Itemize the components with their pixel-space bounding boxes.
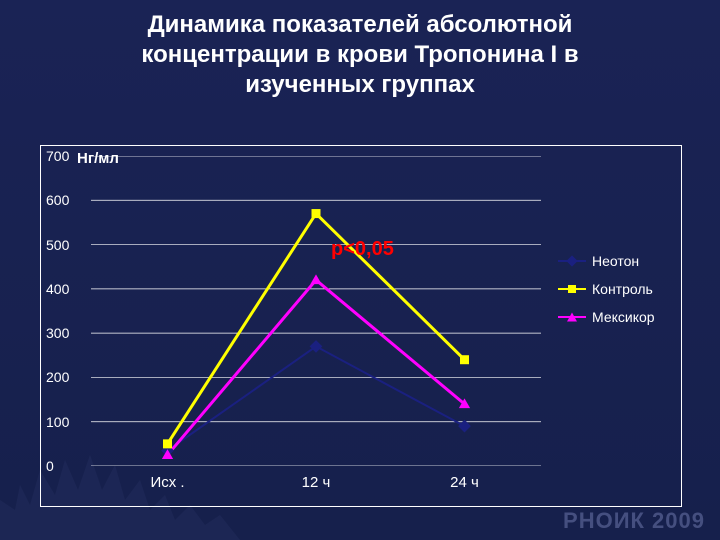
y-tick-label: 100	[46, 414, 69, 430]
p-value-note: p<0,05	[331, 238, 394, 261]
line-chart	[91, 156, 541, 466]
y-tick-label: 600	[46, 192, 69, 208]
legend-item: Контроль	[558, 281, 673, 297]
y-tick-label: 500	[46, 237, 69, 253]
legend-label: Мексикор	[592, 309, 655, 325]
y-tick-label: 400	[46, 281, 69, 297]
watermark-text: РНОИК 2009	[563, 508, 705, 534]
x-tick-label: Исх .	[150, 474, 184, 491]
legend-item: Неотон	[558, 253, 673, 269]
legend-item: Мексикор	[558, 309, 673, 325]
slide-root: Динамика показателей абсолютной концентр…	[0, 0, 720, 540]
legend: Неотон Контроль Мексикор	[558, 241, 673, 337]
chart-frame: 0100200300400500600700 Нг/мл Исх .12 ч24…	[40, 145, 682, 507]
y-tick-label: 300	[46, 325, 69, 341]
x-tick-label: 12 ч	[302, 474, 331, 491]
y-tick-label: 0	[46, 458, 54, 474]
y-tick-label: 200	[46, 369, 69, 385]
slide-title: Динамика показателей абсолютной концентр…	[0, 0, 720, 100]
legend-label: Неотон	[592, 253, 639, 269]
y-tick-label: 700	[46, 148, 69, 164]
x-tick-label: 24 ч	[450, 474, 479, 491]
legend-label: Контроль	[592, 281, 653, 297]
